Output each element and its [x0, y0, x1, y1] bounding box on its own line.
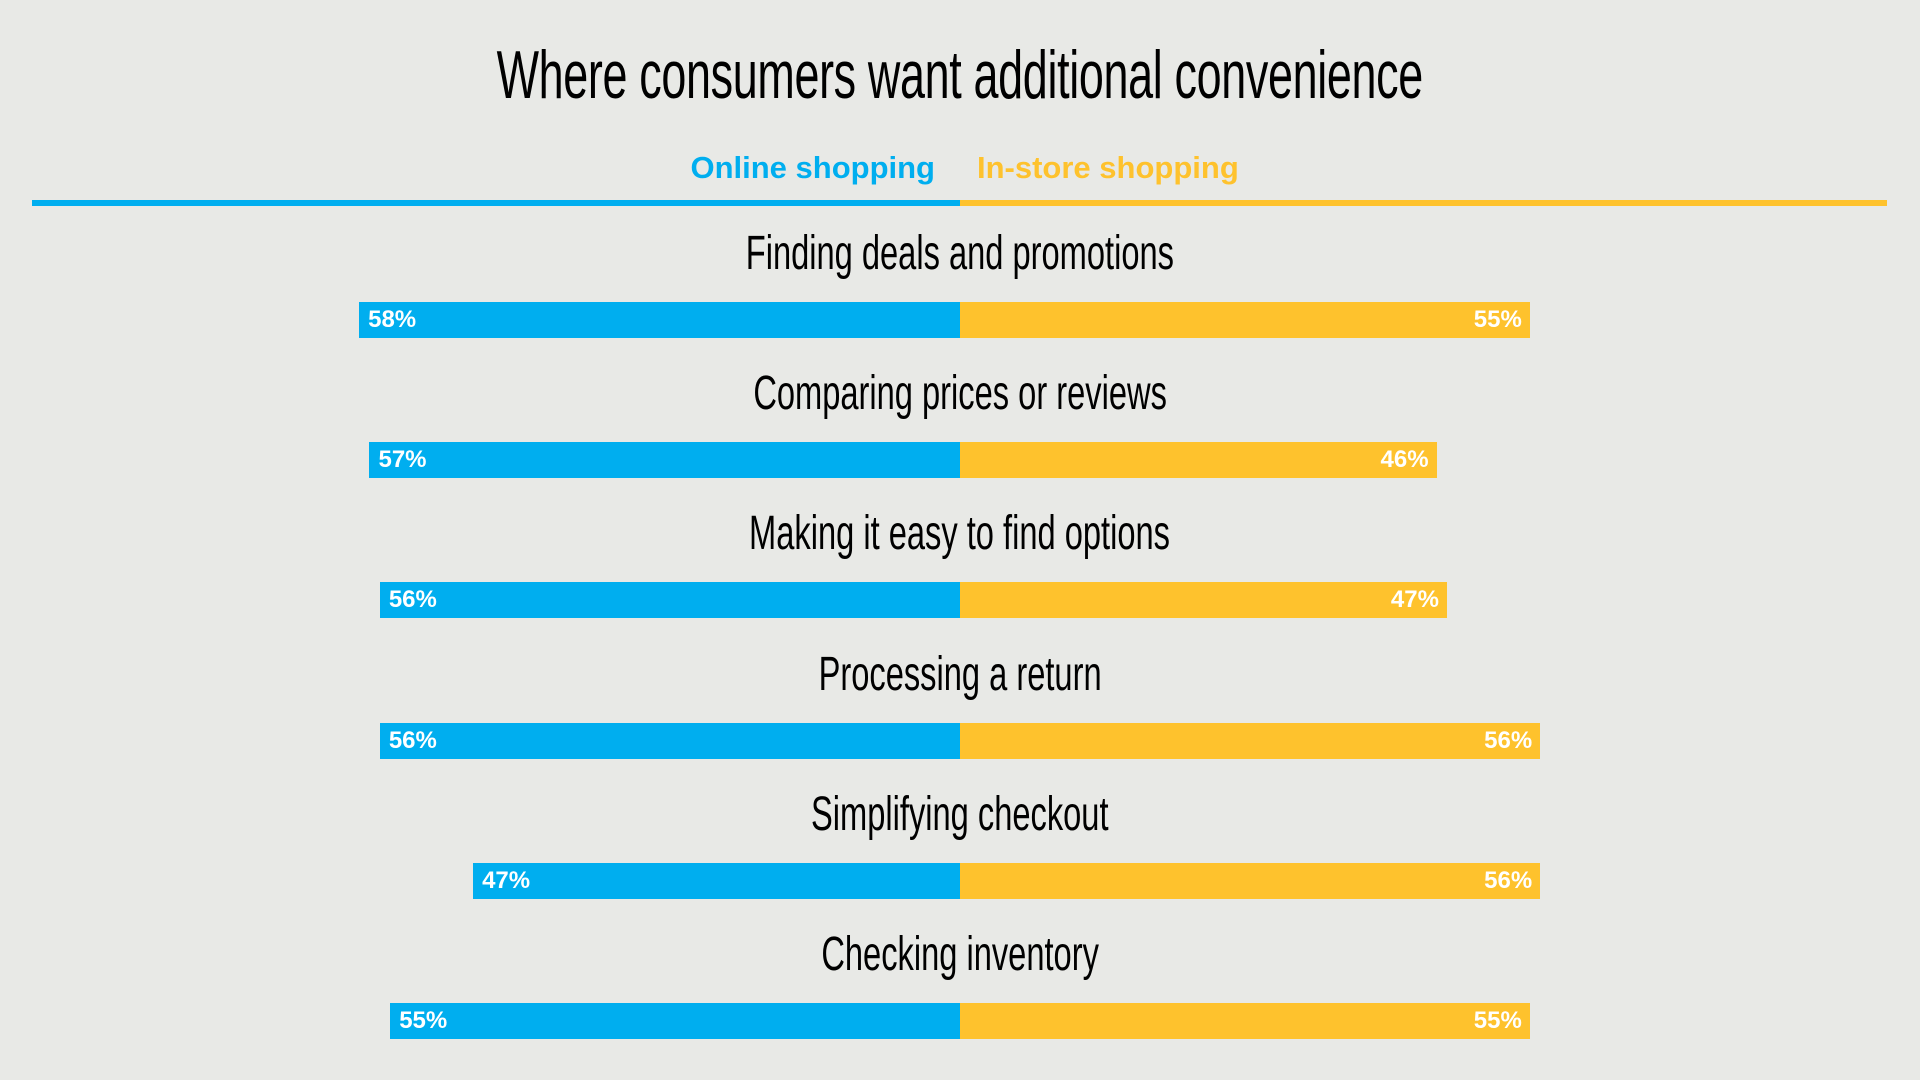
in-store-value-label: 47% [1390, 586, 1439, 614]
online-value-label: 57% [378, 446, 427, 474]
legend-online-shopping: Online shopping [690, 150, 935, 185]
in-store-bar [960, 442, 1437, 479]
online-bar [379, 722, 960, 759]
category-label: Finding deals and promotions [0, 226, 1920, 281]
category-label-text: Processing a return [818, 647, 1102, 701]
category-label-text: Comparing prices or reviews [753, 367, 1167, 421]
in-store-value-label: 55% [1473, 306, 1522, 333]
online-value-label: 58% [368, 306, 417, 333]
category-label: Checking inventory [0, 927, 1920, 982]
in-store-bar [960, 722, 1541, 759]
online-bar [390, 1003, 960, 1039]
online-value-label: 56% [388, 726, 437, 754]
online-value-label: 56% [388, 586, 437, 614]
category-label: Comparing prices or reviews [0, 366, 1920, 421]
in-store-value-label: 46% [1380, 446, 1429, 474]
chart-title: Where consumers want additional convenie… [496, 37, 1424, 113]
in-store-bar [960, 862, 1541, 899]
in-store-bar [960, 582, 1447, 619]
online-bar [359, 302, 960, 338]
online-value-label: 55% [399, 1007, 448, 1034]
online-bar [379, 582, 960, 619]
in-store-value-label: 55% [1473, 1007, 1522, 1034]
online-bar [473, 862, 960, 899]
category-label-text: Simplifying checkout [811, 787, 1109, 841]
in-store-bar [960, 1003, 1530, 1039]
in-store-value-label: 56% [1484, 866, 1533, 894]
in-store-bar [960, 302, 1530, 338]
legend-rule-in-store [960, 200, 1887, 206]
category-label-text: Checking inventory [821, 928, 1099, 981]
category-label: Processing a return [0, 647, 1920, 702]
legend-rule-online [32, 200, 960, 206]
category-label-text: Finding deals and promotions [745, 227, 1175, 280]
category-label-text: Making it easy to find options [749, 507, 1171, 561]
online-value-label: 47% [482, 866, 531, 894]
category-label: Making it easy to find options [0, 506, 1920, 561]
legend-in-store-shopping: In-store shopping [977, 150, 1239, 185]
category-label: Simplifying checkout [0, 787, 1920, 842]
in-store-value-label: 56% [1484, 726, 1533, 754]
online-bar [369, 442, 960, 479]
